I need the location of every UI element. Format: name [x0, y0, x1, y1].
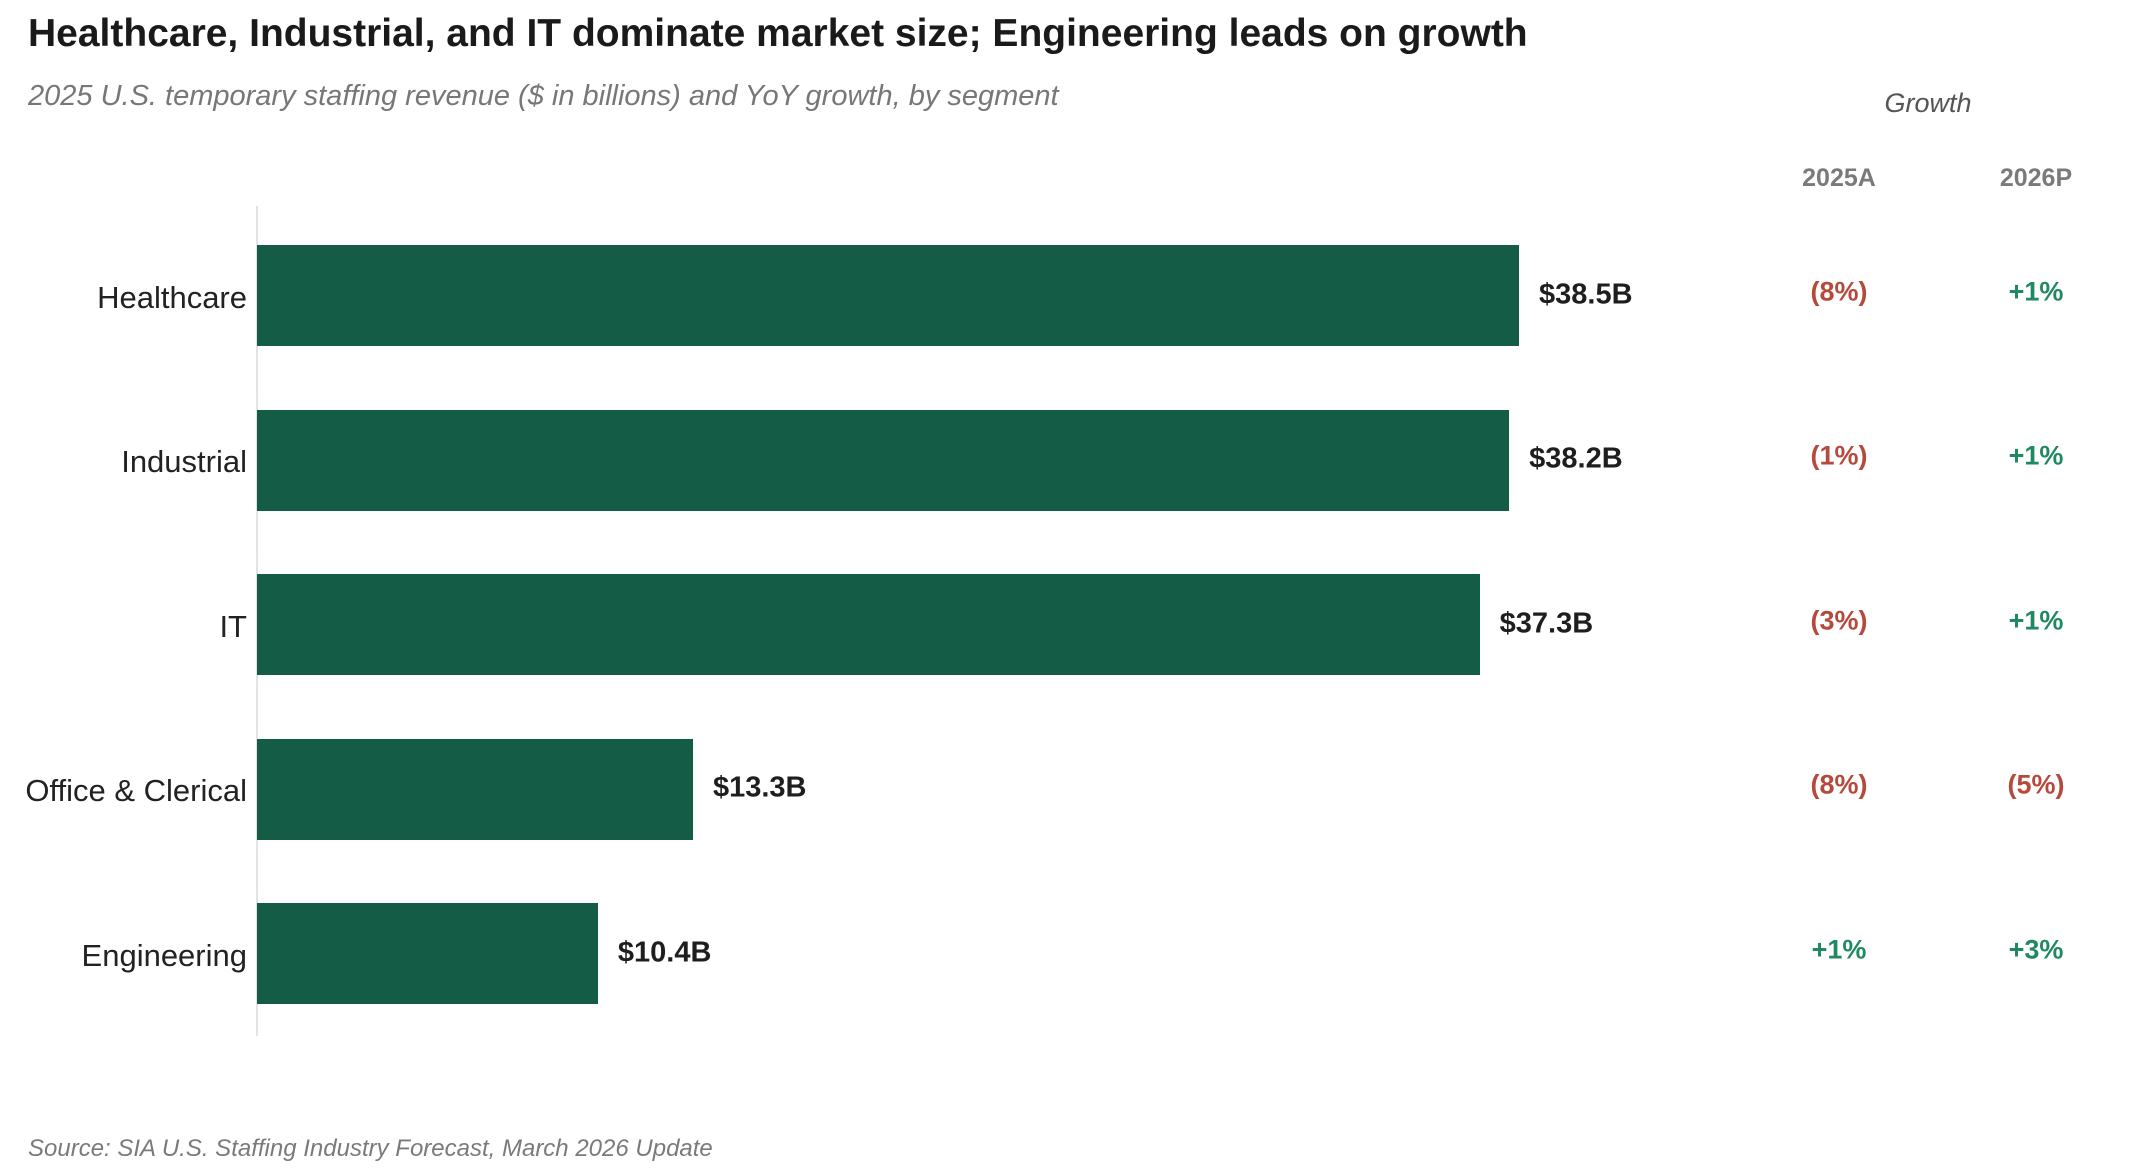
growth-2026p-cell: +3% [2008, 934, 2064, 964]
bar [257, 409, 1510, 511]
bar [257, 574, 1480, 675]
chart-subtitle: 2025 U.S. temporary staffing revenue ($ … [28, 80, 1059, 112]
growth-2025a-cell: +1% [1811, 934, 1867, 964]
bar [257, 903, 598, 1004]
category-label: Industrial [121, 444, 247, 479]
growth-2026p-cell: +1% [2008, 276, 2064, 306]
growth-col-header-2026p: 2026P [1999, 164, 2073, 192]
growth-2025a-cell: (1%) [1810, 440, 1868, 471]
bar [257, 245, 1519, 346]
growth-2026p-cell: +1% [2008, 440, 2064, 471]
growth-header: Growth [1884, 88, 1972, 118]
bar [257, 738, 693, 840]
growth-col-header-2025a: 2025A [1802, 164, 1876, 192]
source-note: Source: SIA U.S. Staffing Industry Forec… [28, 1135, 713, 1162]
growth-2025a-cell: (8%) [1810, 276, 1868, 306]
bar-value-label: $13.3B [712, 771, 807, 804]
growth-2025a-cell: (8%) [1810, 769, 1868, 800]
bar-value-label: $38.5B [1539, 278, 1633, 310]
growth-2026p-cell: (5%) [2007, 769, 2065, 800]
growth-2026p-cell: +1% [2008, 605, 2064, 635]
category-label: Engineering [81, 937, 247, 973]
category-label: Office & Clerical [25, 773, 247, 808]
category-label: Healthcare [97, 279, 247, 315]
bar-value-label: $38.2B [1529, 442, 1623, 475]
bar-value-label: $10.4B [617, 936, 712, 968]
bar-value-label: $37.3B [1499, 607, 1594, 639]
chart-title: Healthcare, Industrial, and IT dominate … [28, 12, 1528, 55]
growth-2025a-cell: (3%) [1810, 605, 1868, 635]
category-label: IT [219, 608, 247, 644]
